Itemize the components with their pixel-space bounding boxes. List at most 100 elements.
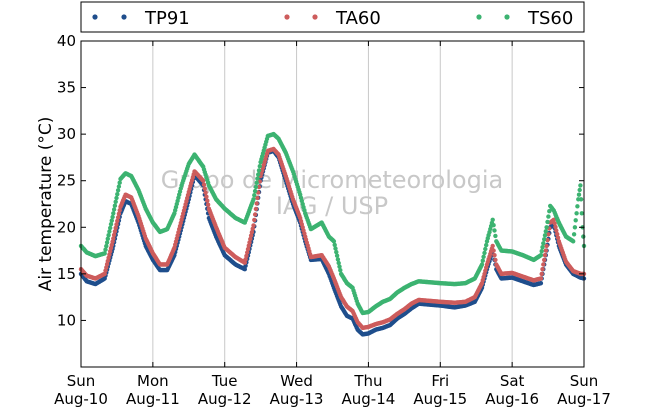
data-point	[481, 254, 486, 259]
data-point	[253, 206, 259, 212]
data-point	[252, 193, 257, 198]
data-point	[539, 249, 544, 254]
data-point	[103, 247, 108, 252]
data-point	[115, 215, 121, 220]
data-point	[538, 281, 544, 286]
data-point	[544, 225, 549, 230]
data-point	[113, 225, 118, 231]
legend-label-ts60: TS60	[527, 8, 573, 29]
x-tick-labels: SunAug-10MonAug-11TueAug-12WedAug-13ThuA…	[54, 372, 611, 408]
data-point	[479, 262, 485, 267]
data-point	[577, 187, 582, 193]
y-tick-label: 40	[57, 32, 76, 50]
legend-entry-ts60: TS60	[476, 8, 573, 29]
data-point	[254, 201, 259, 206]
x-tick-date: Aug-17	[557, 390, 611, 408]
data-point	[251, 197, 256, 202]
data-point	[540, 267, 545, 272]
x-tick-date: Aug-15	[413, 390, 467, 408]
data-point	[581, 234, 586, 239]
plot-area: Grupo de Micrometeorologia IAG / USP	[78, 40, 587, 368]
data-point	[113, 199, 118, 204]
x-tick-day: Wed	[280, 372, 313, 390]
data-point	[544, 243, 549, 249]
legend-marker-ta60	[312, 14, 318, 20]
data-point	[255, 195, 260, 201]
data-point	[492, 253, 497, 258]
data-point	[106, 233, 111, 238]
data-point	[203, 190, 208, 195]
data-point	[102, 271, 107, 277]
data-point	[490, 217, 495, 222]
data-point	[492, 228, 497, 233]
y-tick-label: 10	[57, 311, 76, 329]
data-point	[573, 218, 578, 223]
legend-label-ta60: TA60	[335, 8, 381, 29]
data-point	[104, 243, 109, 249]
series-ts60	[78, 131, 587, 316]
data-point	[480, 258, 485, 263]
legend-marker-ta60	[284, 14, 290, 20]
data-point	[110, 214, 115, 220]
data-point	[105, 236, 111, 241]
data-point	[553, 224, 558, 230]
data-point	[108, 225, 113, 231]
x-tick-day: Mon	[137, 372, 169, 390]
data-point	[246, 243, 251, 248]
x-tick-day: Sun	[570, 372, 599, 390]
y-tick-label: 20	[57, 218, 76, 236]
data-point	[335, 257, 341, 262]
data-point	[114, 222, 119, 227]
data-point	[247, 240, 252, 245]
data-point	[541, 262, 546, 267]
data-point	[111, 232, 117, 238]
data-point	[482, 250, 487, 256]
data-point	[102, 251, 107, 256]
data-point	[542, 253, 548, 258]
data-point	[252, 188, 258, 194]
legend: TP91 TA60 TS60	[80, 1, 585, 33]
data-point	[202, 186, 207, 191]
data-point	[538, 253, 544, 258]
x-tick-date: Aug-11	[126, 390, 180, 408]
data-point	[248, 233, 254, 238]
data-point	[244, 253, 249, 259]
data-point	[245, 250, 250, 255]
y-tick-label: 30	[57, 125, 76, 143]
data-point	[572, 225, 578, 230]
data-point	[116, 184, 122, 189]
data-point	[539, 271, 544, 277]
data-point	[114, 195, 119, 201]
data-point	[256, 168, 262, 173]
data-point	[337, 264, 342, 269]
data-point	[574, 211, 579, 216]
data-point	[205, 198, 210, 203]
watermark-line-1: Grupo de Micrometeorologia	[161, 166, 503, 194]
data-point	[116, 211, 122, 216]
data-point	[546, 214, 551, 219]
series-ta60	[78, 146, 587, 331]
data-point	[242, 267, 247, 272]
data-point	[540, 245, 545, 250]
data-point	[491, 248, 496, 253]
data-point	[484, 242, 489, 248]
data-point	[338, 268, 343, 273]
data-point	[111, 236, 116, 241]
data-point	[545, 237, 550, 243]
data-point	[255, 176, 260, 181]
data-point	[107, 229, 112, 234]
x-tick-day: Sat	[500, 372, 525, 390]
data-point	[111, 211, 116, 216]
data-point	[243, 257, 248, 262]
x-tick-day: Thu	[353, 372, 382, 390]
legend-entry-tp91: TP91	[92, 8, 190, 29]
data-point	[538, 276, 544, 281]
data-point	[253, 184, 259, 190]
y-tick-label: 35	[57, 79, 76, 97]
data-point	[201, 182, 207, 187]
data-point	[543, 248, 548, 253]
data-point	[332, 242, 337, 248]
data-point	[245, 246, 251, 252]
legend-marker-ts60	[504, 14, 510, 20]
data-point	[251, 223, 256, 228]
